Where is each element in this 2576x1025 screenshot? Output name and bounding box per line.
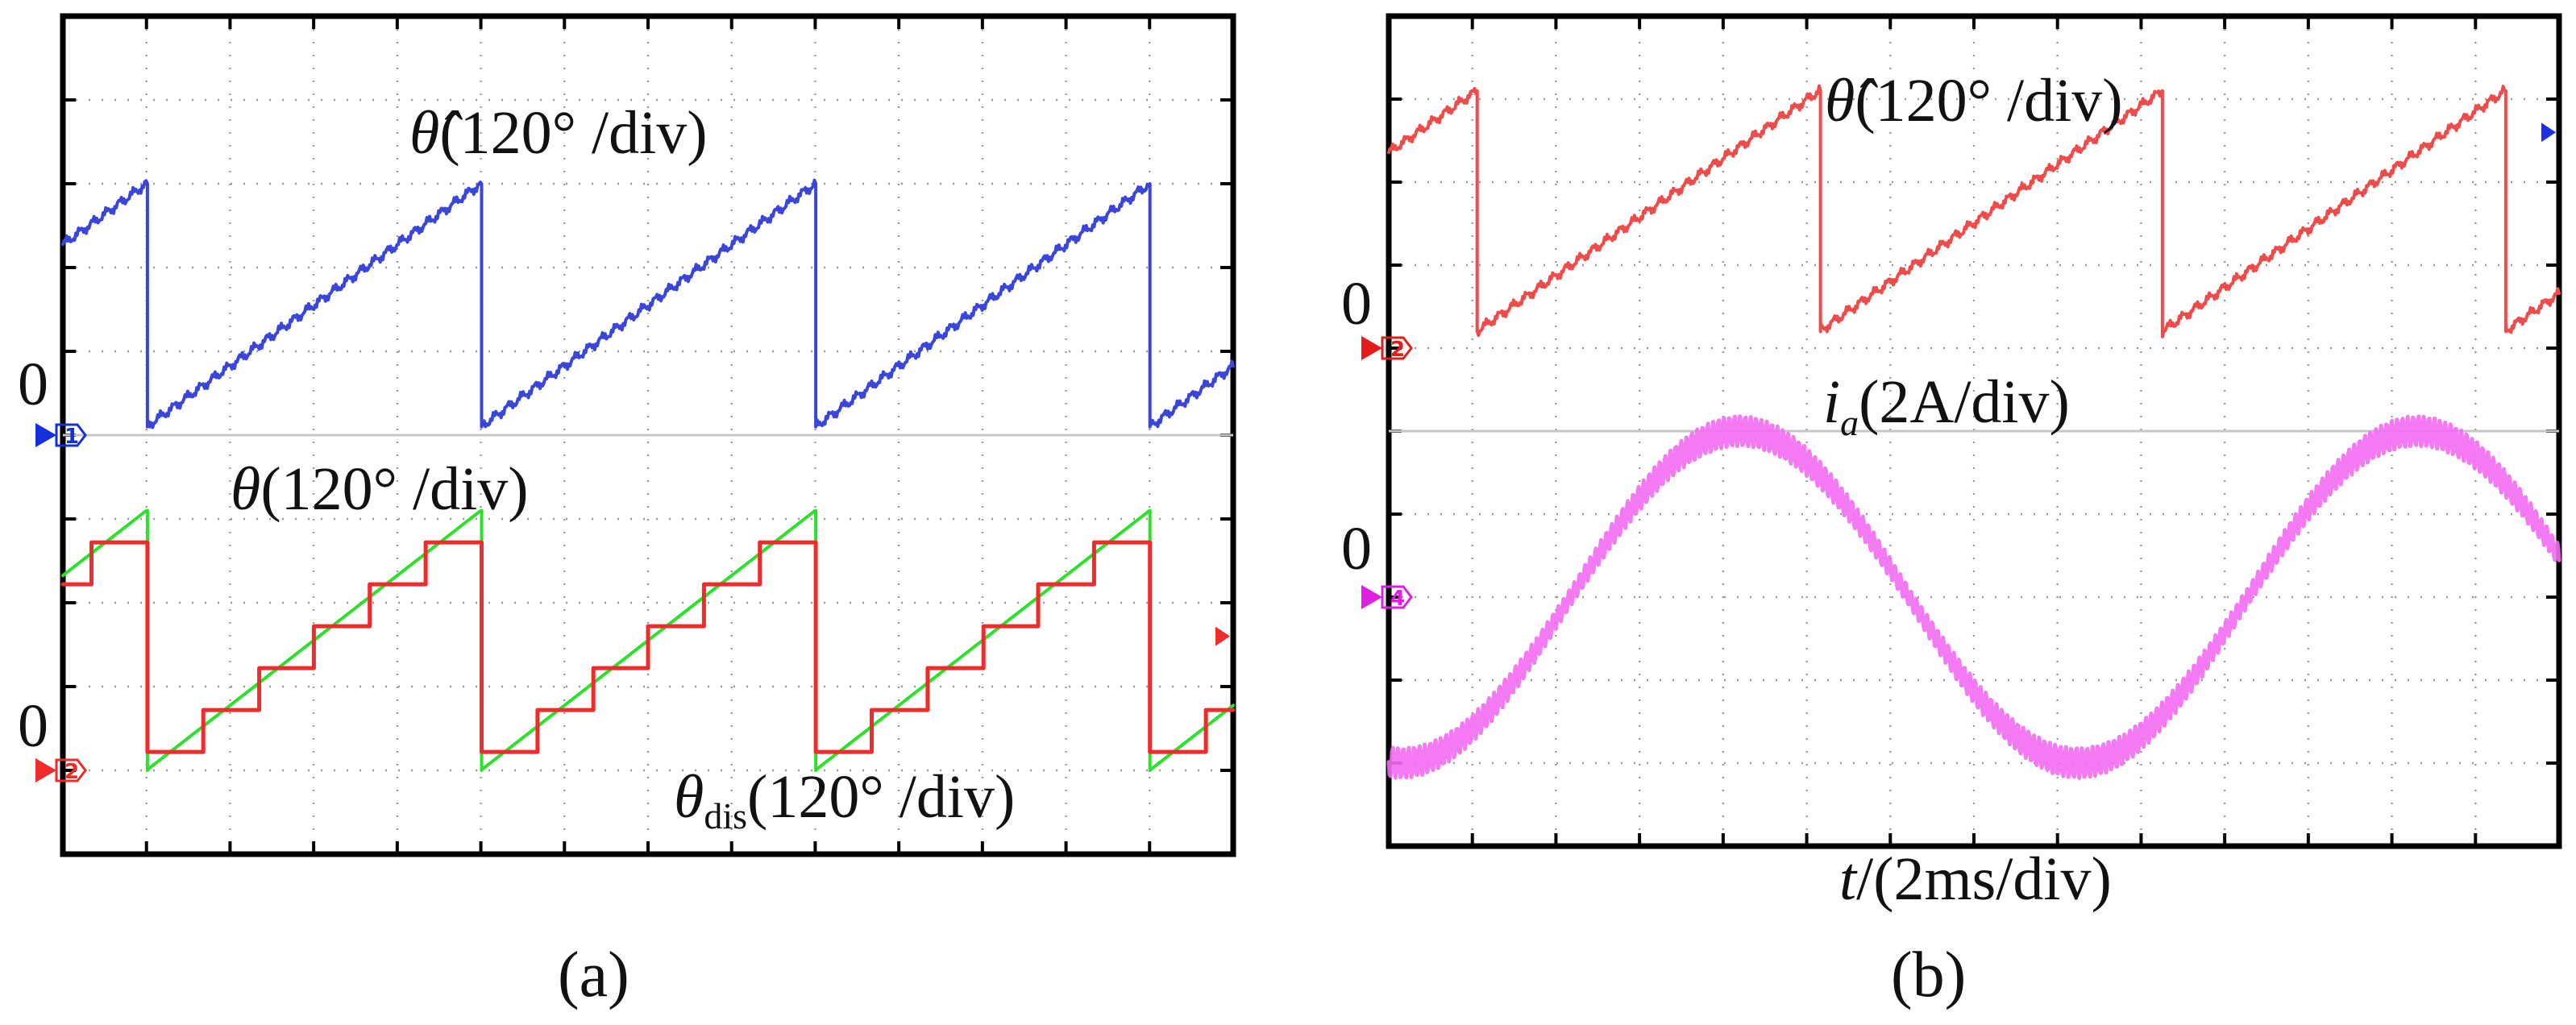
- panel-b-zero-label-2: 0: [1341, 515, 1372, 583]
- panel-a: 12 θ̂(120° /div) θ(120° /div) θdis(120° …: [18, 13, 1236, 1010]
- panel-b-markers: 24: [1361, 122, 2556, 611]
- panel-a-theta-label: θ(120° /div): [231, 455, 529, 523]
- panel-a-zero-label-1: 0: [18, 351, 48, 418]
- trace-ia: [1386, 414, 2561, 780]
- panel-b-grid: [1389, 16, 2559, 846]
- panel-b-ref-4-badge: [1381, 585, 1413, 609]
- panel-b-zero-label-1: 0: [1341, 270, 1372, 338]
- panel-a-right-marker: [1215, 626, 1230, 646]
- trace-theta-hat: [61, 178, 1235, 430]
- panel-b-ia-label: ia(2A/div): [1823, 368, 2070, 443]
- panel-a-theta-hat-label: θ̂(120° /div): [409, 99, 708, 167]
- panel-a-ref-2-arrow: [35, 758, 56, 782]
- trace-theta-dis: [60, 540, 1236, 754]
- panel-b: 24 θ̂(120° /div) ia(2A/div) 0 0 t/(2ms/d…: [1341, 13, 2562, 1010]
- panel-b-traces: [1386, 84, 2561, 780]
- panel-b-theta-hat-label: θ̂(120° /div): [1825, 67, 2123, 135]
- panel-a-ref-1-badge-text: 1: [64, 425, 79, 449]
- panel-b-ref-2-arrow: [1361, 336, 1382, 360]
- panel-a-theta-dis-label: θdis(120° /div): [674, 763, 1015, 836]
- panel-b-ref-2-badge-text: 2: [1390, 338, 1405, 362]
- panel-b-caption: (b): [1891, 940, 1966, 1010]
- panel-a-zero-label-2: 0: [18, 692, 48, 760]
- panel-b-ref-4-arrow: [1361, 585, 1382, 609]
- panel-a-ref-2-badge: [55, 758, 87, 782]
- panel-a-markers: 12: [35, 423, 1230, 784]
- panel-a-ref-1-badge: [55, 423, 87, 447]
- panel-b-right-marker: [2541, 122, 2556, 143]
- panel-a-caption: (a): [558, 940, 629, 1010]
- panel-a-traces: [60, 178, 1236, 772]
- panel-a-ref-2-badge-text: 2: [64, 760, 79, 784]
- panel-b-ref-2-badge: [1381, 336, 1413, 360]
- panel-b-xlabel: t/(2ms/div): [1839, 845, 2112, 913]
- panel-a-ref-1-arrow: [35, 423, 56, 447]
- panel-b-ref-4-badge-text: 4: [1390, 587, 1405, 611]
- trace-theta-hat-b: [1387, 84, 2561, 338]
